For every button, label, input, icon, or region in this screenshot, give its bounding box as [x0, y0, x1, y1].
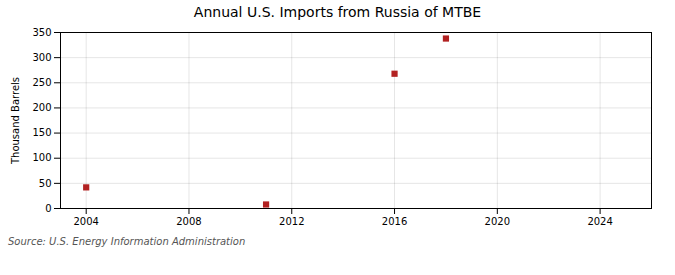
svg-text:2016: 2016 — [382, 216, 407, 227]
html-text:Annual U.S. Imports from Russi: Annual U.S. Imports from Russia of MTBE — [193, 4, 482, 20]
svg-text:50: 50 — [39, 178, 52, 189]
svg-text:2024: 2024 — [587, 216, 612, 227]
svg-text:350: 350 — [32, 27, 51, 38]
svg-text:2012: 2012 — [279, 216, 304, 227]
svg-text:100: 100 — [32, 152, 51, 163]
svg-text:0: 0 — [45, 203, 51, 214]
svg-text:200: 200 — [32, 102, 51, 113]
svg-text:150: 150 — [32, 127, 51, 138]
svg-text:2008: 2008 — [176, 216, 201, 227]
svg-text:Thousand Barrels: Thousand Barrels — [10, 77, 21, 165]
svg-text:300: 300 — [32, 52, 51, 63]
svg-text:2004: 2004 — [73, 216, 98, 227]
html-text:Source: U.S. Energy Informatio: Source: U.S. Energy Information Administ… — [8, 236, 246, 247]
svg-text:250: 250 — [32, 77, 51, 88]
svg-text:2020: 2020 — [485, 216, 510, 227]
